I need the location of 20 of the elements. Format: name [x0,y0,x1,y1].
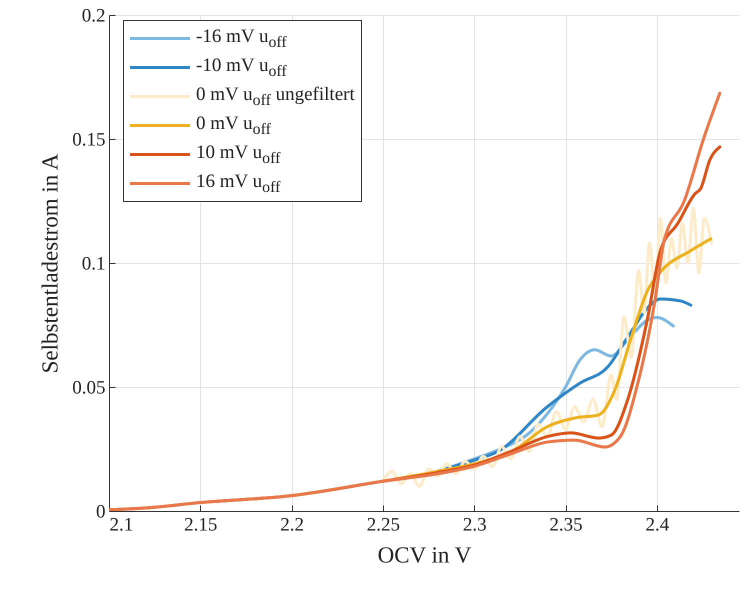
y-tick-label: 0.2 [82,6,106,26]
x-tick-label: 2.3 [462,514,487,536]
legend-label: 10 mV u$_{off}$ [196,142,280,168]
y-tick-label: 0.15 [72,130,106,150]
legend-label: -10 mV u$_{off}$ [196,54,287,80]
legend-label: 0 mV u$_{off}$ ungefiltert [196,84,355,110]
y-tick-label: 0 [96,502,106,522]
x-tick-label: 2.35 [549,514,583,536]
x-tick-label: 2.4 [645,514,670,536]
x-tick-label: 2.15 [184,514,218,536]
x-tick-label: 2.25 [366,514,400,536]
legend-label: 16 mV u$_{off}$ [196,170,280,196]
legend-label: 0 mV u$_{off}$ [196,112,271,138]
x-tick-label: 2.1 [110,514,134,536]
y-tick-label: 0.1 [82,254,106,274]
legend-label: -16 mV u$_{off}$ [196,26,287,52]
x-axis-title: OCV in V [378,542,472,568]
y-axis-title: Selbstentladestrom in A [37,153,62,374]
x-tick-label: 2.2 [280,514,304,536]
y-tick-label: 0.05 [72,378,106,398]
